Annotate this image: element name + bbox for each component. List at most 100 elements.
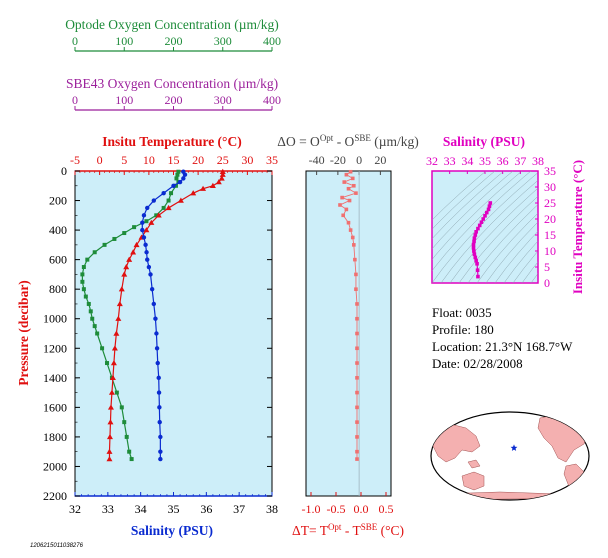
salinity-point [154, 346, 160, 351]
salinity-tick-label: 34 [135, 502, 147, 516]
ts-top-tick-label: 33 [444, 154, 456, 168]
oxygen-point [81, 287, 86, 292]
pressure-tick-label: 2200 [43, 489, 67, 503]
delta-o-point [353, 257, 357, 262]
optode-ticks: 0 100 200 300 400 [72, 34, 281, 51]
delta-plot-area [305, 170, 392, 497]
salinity-point [141, 213, 147, 218]
sbe-tick-label: 300 [214, 93, 232, 107]
delta-o-point [352, 243, 356, 247]
temperature-point [123, 264, 130, 270]
optode-tick-label: 200 [165, 34, 183, 48]
temperature-axis-label: Insitu Temperature (°C) [102, 134, 241, 149]
delta-o-ticks: -40 -20 0 20 [309, 153, 386, 175]
ts-point [474, 258, 478, 263]
salinity-point [156, 375, 161, 381]
temperature-point [108, 389, 115, 395]
density-contour [512, 250, 538, 283]
ts-point [472, 239, 476, 244]
delta-t-tick-label: 0.5 [379, 502, 394, 516]
temperature-point [106, 456, 113, 462]
delta-o-point [352, 183, 356, 188]
delta-panel: ΔO = OOpt - OSBE (µm/kg) -40 -20 0 20 -1.0-… [277, 133, 418, 538]
delta-o-point [355, 435, 359, 439]
pressure-tick-label: 1800 [43, 430, 67, 444]
delta-o-tick-label: 20 [374, 153, 386, 167]
salinity-point [181, 176, 186, 181]
oxygen-point [102, 242, 107, 247]
salinity-point [157, 405, 162, 410]
oxygen-point [161, 205, 166, 210]
salinity-point [171, 183, 176, 188]
density-contour [432, 171, 514, 250]
oxygen-point [88, 309, 93, 314]
optode-axis-label: Optode Oxygen Concentration (µm/kg) [65, 17, 279, 32]
temperature-point [113, 330, 120, 336]
oxygen-point [176, 169, 181, 174]
salinity-point [151, 301, 156, 307]
delta-o-point [348, 169, 353, 174]
sbe-tick-label: 400 [263, 93, 281, 107]
ts-point [476, 226, 480, 231]
ts-right-tick-label: 35 [544, 164, 556, 178]
delta-t-tick-label: 0.0 [354, 502, 369, 516]
oxygen-point [144, 219, 149, 224]
oxygen-point [124, 434, 129, 439]
salinity-tick-label: 33 [102, 502, 114, 516]
delta-o-point [355, 390, 359, 395]
temperature-tick-label: 15 [168, 153, 180, 167]
delta-o-tick-label: 0 [356, 153, 362, 167]
salinity-point [158, 434, 163, 440]
location: Location: 21.3°N 168.7°W [432, 339, 573, 354]
salinity-point [177, 179, 183, 185]
salinity-point [157, 419, 162, 425]
temperature-point [215, 179, 222, 185]
land-islands [467, 459, 481, 469]
sbe-axis-label: SBE43 Oxygen Concentration (µm/kg) [66, 76, 278, 91]
oxygen-point [100, 346, 105, 351]
delta-o-tick-label: -40 [309, 153, 325, 167]
oxygen-point [105, 361, 110, 366]
float-info: Float: 0035 Profile: 180 Location: 21.3°… [432, 305, 573, 371]
delta-o-point [350, 176, 355, 181]
salinity-point [155, 360, 160, 366]
ts-right-tick-label: 25 [544, 196, 556, 210]
optode-tick-label: 0 [72, 34, 78, 48]
ts-salinity-label: Salinity (PSU) [443, 134, 525, 149]
salinity-tick-label: 37 [233, 502, 245, 516]
oxygen-point [169, 191, 174, 196]
oxygen-point [95, 331, 100, 336]
temperature-tick-label: 0 [97, 153, 103, 167]
optode-oxygen-axis: Optode Oxygen Concentration (µm/kg) 0 100… [65, 17, 281, 52]
sbe-ticks: 0 100 200 300 400 [72, 93, 281, 110]
sbe-tick-label: 200 [165, 93, 183, 107]
ts-top-tick-label: 35 [479, 154, 491, 168]
float-id: Float: 0035 [432, 305, 492, 320]
figure-id: 1206215011038276 [30, 543, 84, 549]
star-icon [510, 444, 518, 451]
salinity-point [154, 331, 159, 336]
delta-t-tick-label: -0.5 [327, 502, 346, 516]
density-contour [503, 240, 538, 283]
salinity-point [158, 456, 163, 462]
salinity-point [140, 227, 145, 233]
oxygen-point [166, 198, 171, 203]
salinity-point [158, 449, 163, 454]
temperature-tick-label: 35 [266, 153, 278, 167]
ts-point [475, 268, 480, 272]
oxygen-point [174, 176, 179, 181]
density-contour [440, 179, 538, 283]
delta-o-point [340, 195, 344, 200]
temperature-tick-label: 5 [121, 153, 127, 167]
float-location-marker [510, 444, 518, 451]
delta-o-point [348, 228, 353, 232]
ts-temperature-label: Insitu Temperature (°C) [570, 160, 585, 294]
sbe-tick-label: 0 [72, 93, 78, 107]
temperature-point [109, 374, 116, 381]
delta-o-label: ΔO = OOpt - OSBE (µm/kg) [277, 133, 418, 149]
delta-o-point [342, 180, 347, 184]
temperature-point [148, 219, 155, 225]
oxygen-point [154, 213, 159, 218]
pressure-tick-label: 2000 [43, 459, 67, 473]
